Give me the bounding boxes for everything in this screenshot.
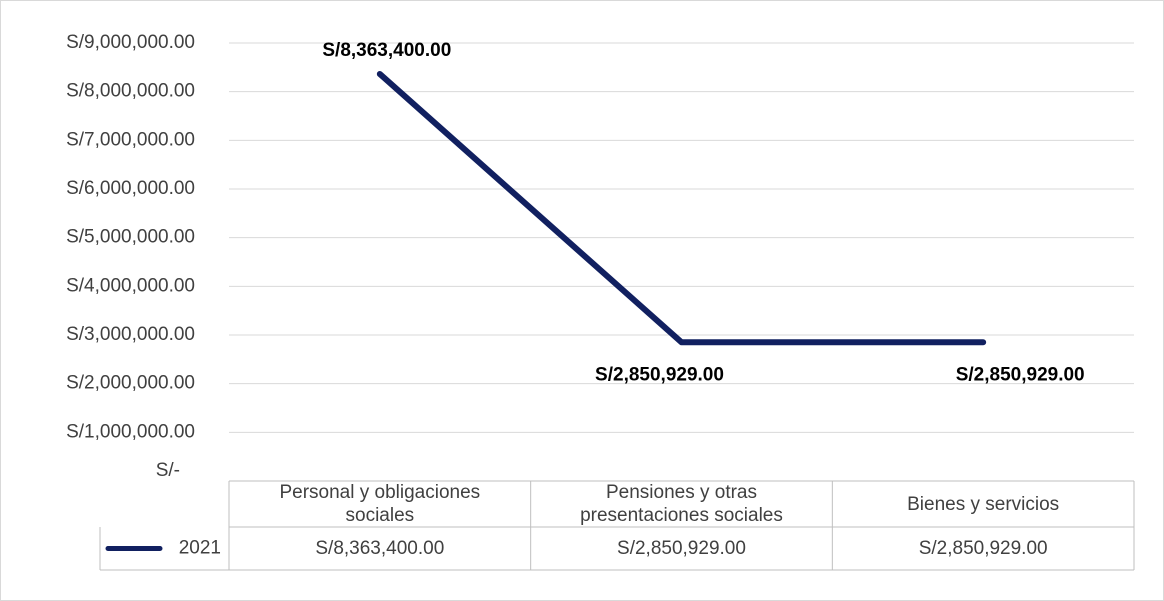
y-tick-label: S/2,000,000.00 (66, 373, 195, 394)
category-label: Pensiones y otras presentaciones sociale… (580, 482, 783, 526)
category-label: Bienes y servicios (907, 493, 1060, 515)
y-tick-label: S/6,000,000.00 (66, 178, 195, 199)
table-value: S/8,363,400.00 (315, 538, 445, 559)
legend-label: 2021 (179, 538, 221, 559)
data-label: S/8,363,400.00 (322, 40, 451, 61)
y-tick-label: S/4,000,000.00 (66, 275, 195, 296)
y-tick-label: S/- (156, 460, 180, 481)
category-label: Personal y obligaciones sociales (279, 482, 481, 526)
y-tick-label: S/7,000,000.00 (66, 129, 195, 150)
y-tick-label: S/5,000,000.00 (66, 227, 195, 248)
table-value: S/2,850,929.00 (918, 538, 1048, 559)
data-label: S/2,850,929.00 (956, 364, 1085, 385)
y-tick-label: S/3,000,000.00 (66, 324, 195, 345)
line-series (376, 70, 987, 346)
y-tick-label: S/1,000,000.00 (66, 421, 195, 442)
y-tick-label: S/8,000,000.00 (66, 81, 195, 102)
table-value: S/2,850,929.00 (617, 538, 746, 559)
data-label: S/2,850,929.00 (595, 364, 724, 385)
y-tick-label: S/9,000,000.00 (66, 32, 195, 53)
